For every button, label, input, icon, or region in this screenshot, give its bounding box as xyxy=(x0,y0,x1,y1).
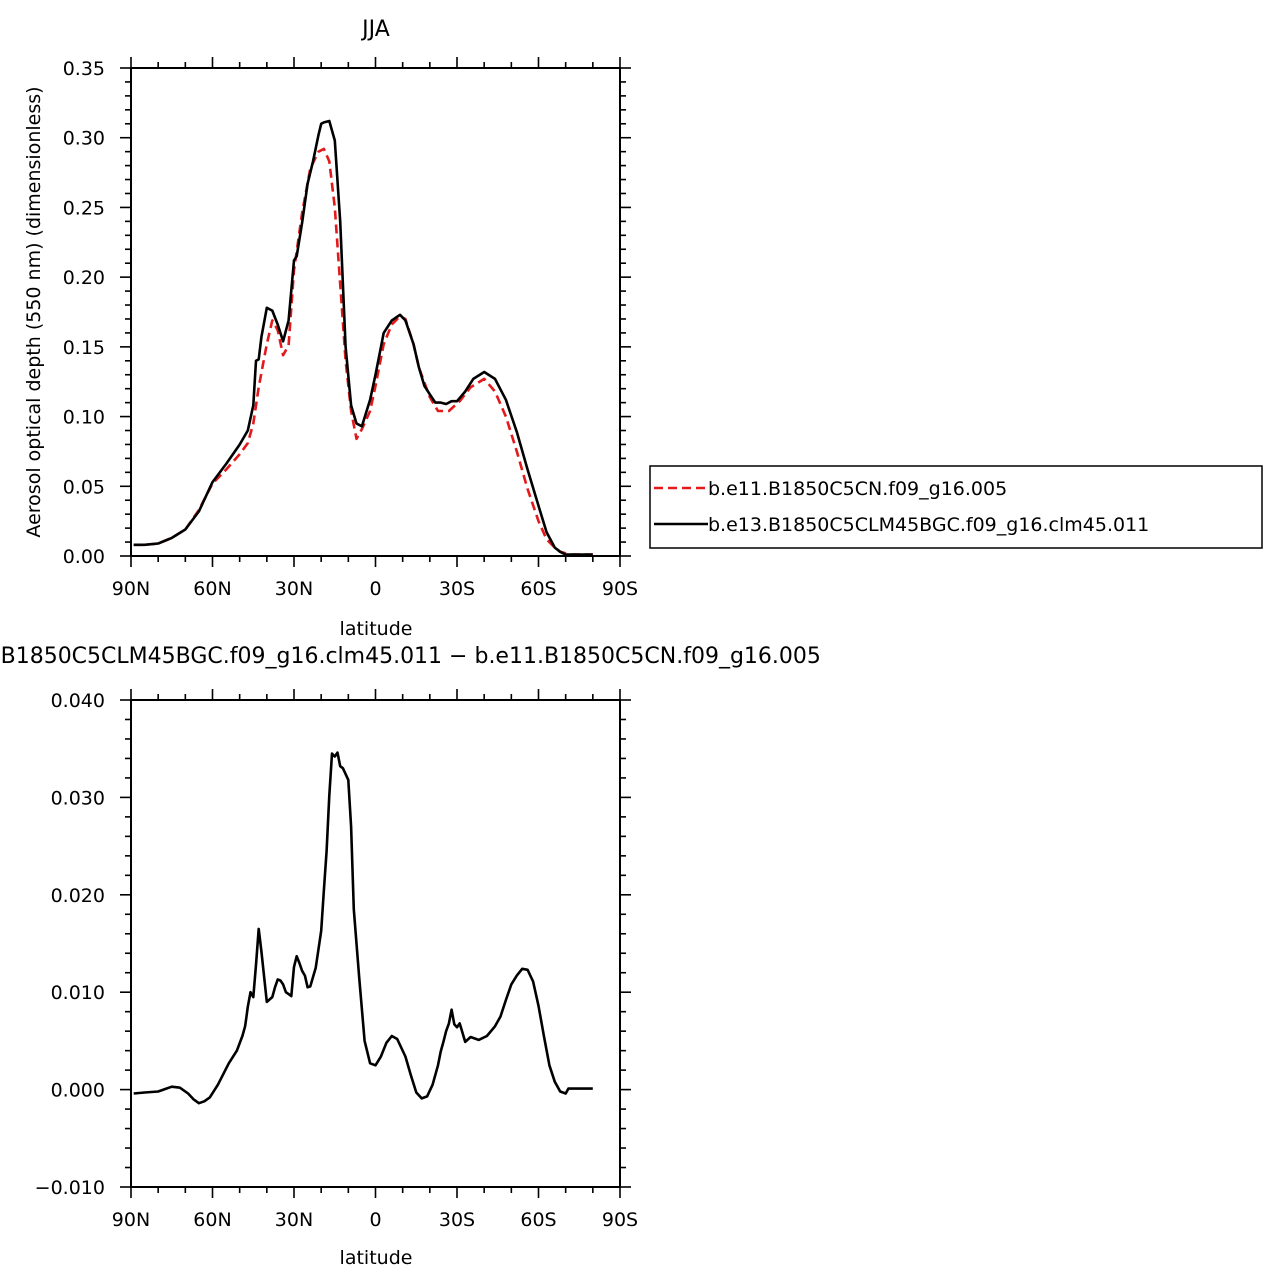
bottom-x-tick-label: 90N xyxy=(112,1209,150,1231)
bottom-chart-title: b.e13.B1850C5CLM45BGC.f09_g16.clm45.011 … xyxy=(0,644,821,669)
top-y-axis-label: Aerosol optical depth (550 nm) (dimensio… xyxy=(23,86,45,537)
top-y-tick-label: 0.30 xyxy=(63,128,105,150)
top-y-tick-label: 0.00 xyxy=(63,546,105,568)
legend-entry-1: b.e11.B1850C5CN.f09_g16.005 xyxy=(708,478,1007,500)
top-x-tick-label: 60S xyxy=(520,578,556,600)
legend: b.e11.B1850C5CN.f09_g16.005 b.e13.B1850C… xyxy=(649,465,1263,549)
top-chart-title: JJA xyxy=(360,17,390,42)
top-x-tick-label: 90S xyxy=(602,578,638,600)
bottom-x-tick-label: 60S xyxy=(520,1209,556,1231)
top-y-tick-label: 0.10 xyxy=(63,407,105,429)
top-y-tick-label: 0.20 xyxy=(63,267,105,289)
top-series-line-1 xyxy=(133,147,593,556)
top-x-tick-label: 60N xyxy=(193,578,231,600)
bottom-chart: b.e13.B1850C5CLM45BGC.f09_g16.clm45.011 … xyxy=(0,644,821,1269)
top-chart: JJA 90N 60N 30N 0 30S 60S 90S 0.00 0.05 0.10 0.15 0… xyxy=(23,17,638,640)
bottom-x-tick-label: 0 xyxy=(369,1209,381,1231)
bottom-y-tick-label: 0.040 xyxy=(51,690,105,712)
legend-entry-2: b.e13.B1850C5CLM45BGC.f09_g16.clm45.011 xyxy=(708,514,1149,536)
bottom-x-tick-label: 60N xyxy=(193,1209,231,1231)
top-x-tick-label: 90N xyxy=(112,578,150,600)
top-x-tick-label: 0 xyxy=(369,578,381,600)
top-y-tick-label: 0.15 xyxy=(63,337,105,359)
top-x-tick-label: 30N xyxy=(275,578,313,600)
bottom-plot-frame xyxy=(130,699,621,1188)
top-x-tick-label: 30S xyxy=(439,578,475,600)
top-y-tick-label: 0.25 xyxy=(63,197,105,219)
bottom-y-tick-label: 0.010 xyxy=(51,982,105,1004)
top-x-axis-label: latitude xyxy=(340,618,413,640)
bottom-series-line-1 xyxy=(133,751,593,1105)
bottom-y-tick-label: 0.030 xyxy=(51,787,105,809)
bottom-y-tick-label: −0.010 xyxy=(35,1177,105,1199)
bottom-x-axis-label: latitude xyxy=(340,1247,413,1269)
top-y-tick-label: 0.35 xyxy=(63,58,105,80)
bottom-plot-area: 90N 60N 30N 0 30S 60S 90S −0.010 0.000 0.010 0.020… xyxy=(35,689,638,1231)
bottom-y-tick-label: 0.020 xyxy=(51,885,105,907)
legend-box xyxy=(649,465,1263,549)
top-plot-frame xyxy=(130,67,621,557)
bottom-x-tick-label: 30N xyxy=(275,1209,313,1231)
top-plot-area: 90N 60N 30N 0 30S 60S 90S 0.00 0.05 0.10 0.15 0.20 0… xyxy=(63,57,638,600)
top-y-tick-label: 0.05 xyxy=(63,476,105,498)
bottom-y-tick-label: 0.000 xyxy=(51,1080,105,1102)
top-series-line-2 xyxy=(133,119,593,556)
bottom-x-tick-label: 90S xyxy=(602,1209,638,1231)
bottom-x-tick-label: 30S xyxy=(439,1209,475,1231)
